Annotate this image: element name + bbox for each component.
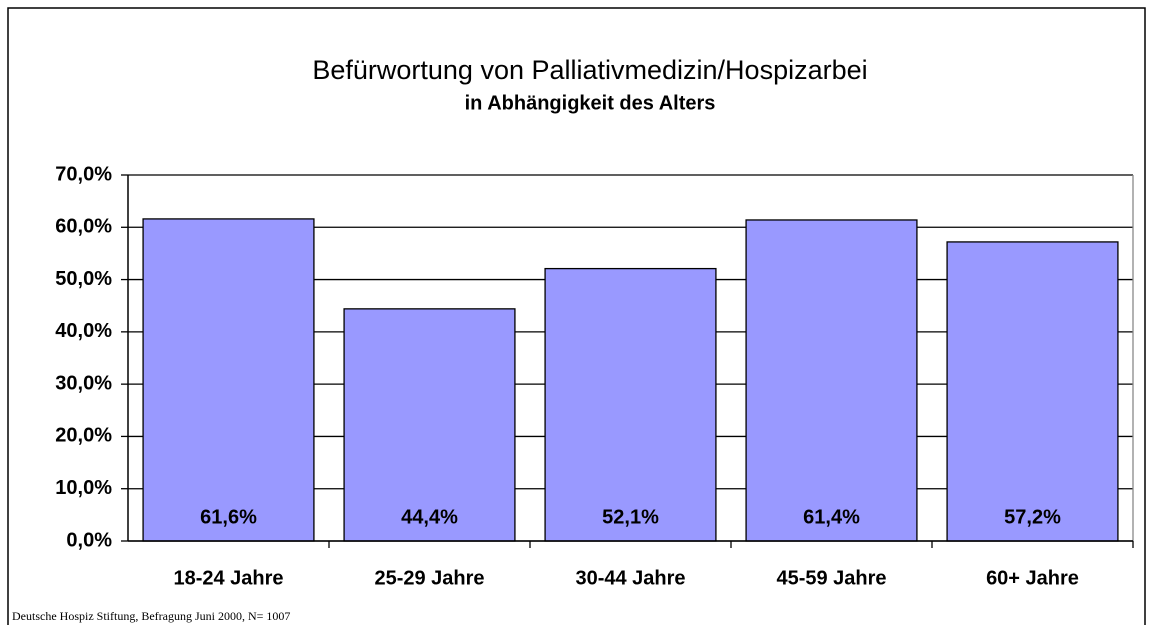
x-tick-label: 25-29 Jahre [374,567,484,589]
y-tick-label: 40,0% [55,320,112,342]
y-tick-label: 60,0% [55,216,112,238]
y-tick-label: 20,0% [55,425,112,447]
bar [544,267,717,542]
source-note: Deutsche Hospiz Stiftung, Befragung Juni… [12,609,290,623]
y-tick-label: 30,0% [55,372,112,394]
chart-subtitle: in Abhängigkeit des Alters [465,92,716,114]
data-label: 57,2% [1004,506,1061,528]
bar [343,308,516,542]
bar [142,218,315,542]
data-label: 44,4% [401,506,458,528]
y-tick-label: 50,0% [55,268,112,290]
chart-title: Befürwortung von Palliativmedizin/Hospiz… [312,55,867,85]
bar [745,219,918,542]
y-tick-label: 70,0% [55,163,112,185]
y-tick-label: 10,0% [55,477,112,499]
chart-border [7,7,1146,625]
x-tick-label: 60+ Jahre [986,567,1079,589]
bar [946,241,1119,542]
y-tick-label: 0,0% [66,529,112,551]
data-label: 61,6% [200,506,257,528]
x-tick-label: 45-59 Jahre [776,567,886,589]
x-tick-label: 30-44 Jahre [575,567,685,589]
x-tick-label: 18-24 Jahre [173,567,283,589]
data-label: 61,4% [803,506,860,528]
data-label: 52,1% [602,506,659,528]
